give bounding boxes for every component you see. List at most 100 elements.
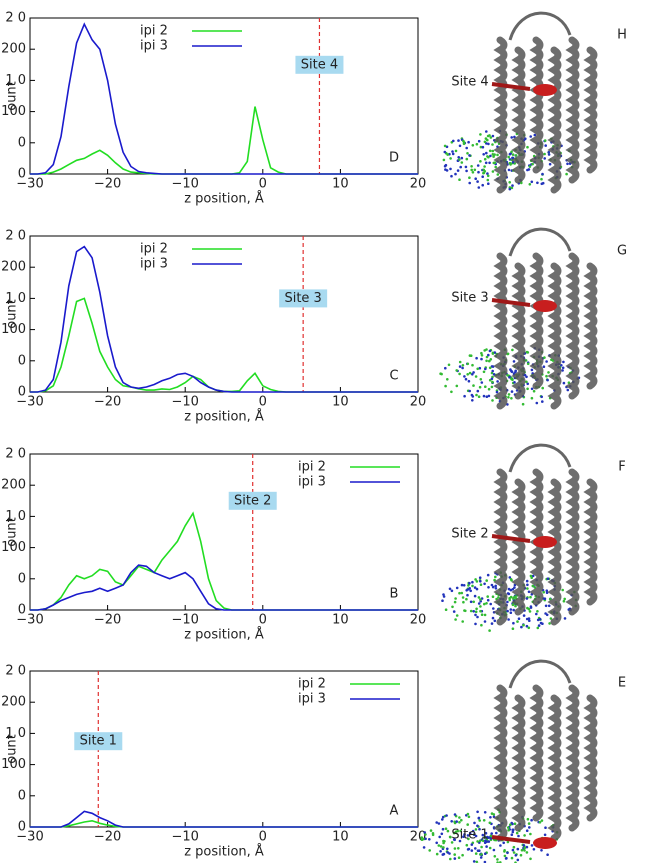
lipid-dot — [530, 819, 533, 822]
lipid-dot — [450, 820, 453, 823]
structure-panel-label: G — [617, 244, 627, 259]
lipid-dot — [541, 400, 544, 403]
lipid-dot — [494, 576, 497, 579]
lipid-dot — [467, 363, 470, 366]
lipid-dot — [566, 163, 569, 166]
lipid-dot — [476, 180, 479, 183]
y-tick-label: 0 — [18, 571, 26, 586]
legend-label: ipi 3 — [298, 692, 326, 707]
series-line — [30, 811, 418, 827]
lipid-dot — [479, 610, 482, 613]
lipid-dot — [489, 150, 492, 153]
lipid-dot — [492, 617, 495, 620]
lipid-dot — [476, 580, 479, 583]
x-tick-label: −20 — [94, 395, 121, 410]
lipid-dot — [512, 604, 515, 607]
lipid-dot — [481, 354, 484, 357]
lipid-dot — [517, 859, 520, 862]
lipid-dot — [537, 627, 540, 630]
lipid-dot — [522, 624, 525, 627]
lipid-dot — [458, 856, 461, 859]
lipid-dot — [562, 361, 565, 364]
lipid-dot — [543, 356, 546, 359]
lipid-dot — [542, 591, 545, 594]
lipid-dot — [457, 139, 460, 142]
lipid-dot — [518, 617, 521, 620]
lipid-dot — [493, 849, 496, 852]
lipid-dot — [485, 162, 488, 165]
lipid-dot — [488, 134, 491, 137]
lipid-dot — [547, 577, 550, 580]
lipid-dot — [444, 151, 447, 154]
helix — [554, 482, 558, 622]
lipid-dot — [507, 826, 510, 829]
lipid-dot — [528, 826, 531, 829]
lipid-dot — [451, 606, 454, 609]
lipid-dot — [478, 186, 481, 189]
plot-frame — [30, 18, 418, 174]
helix — [500, 40, 504, 190]
lipid-dot — [526, 851, 529, 854]
legend-label: ipi 2 — [298, 460, 326, 475]
lipid-dot — [486, 139, 489, 142]
lipid-dot — [513, 381, 516, 384]
helix — [536, 688, 540, 818]
lipid-dot — [478, 140, 481, 143]
lipid-dot — [514, 605, 517, 608]
lipid-dot — [511, 390, 514, 393]
lipid-dot — [531, 844, 534, 847]
lipid-dot — [546, 379, 549, 382]
lipid-dot — [528, 627, 531, 630]
y-tick-label: 2 0 — [5, 11, 26, 26]
lipid-dot — [541, 173, 544, 176]
lipid-dot — [442, 846, 445, 849]
y-tick-label: 2 0 — [5, 447, 26, 462]
binding-site — [533, 300, 557, 312]
lipid-dot — [563, 600, 566, 603]
lipid-dot — [475, 852, 478, 855]
lipid-dot — [496, 858, 499, 861]
lipid-dot — [512, 627, 515, 630]
lipid-dot — [482, 153, 485, 156]
lipid-dot — [511, 833, 514, 836]
lipid-dot — [468, 582, 471, 585]
lipid-dot — [512, 622, 515, 625]
lipid-dot — [488, 162, 491, 165]
lipid-dot — [497, 173, 500, 176]
lipid-dot — [463, 395, 466, 398]
lipid-dot — [489, 350, 492, 353]
lipid-dot — [477, 171, 480, 174]
lipid-dot — [496, 154, 499, 157]
lipid-dot — [531, 397, 534, 400]
lipid-dot — [449, 157, 452, 160]
lipid-dot — [539, 821, 542, 824]
structure-site-label: Site 1 — [451, 828, 488, 843]
lipid-dot — [443, 595, 446, 598]
lipid-dot — [494, 166, 497, 169]
lipid-dot — [561, 589, 564, 592]
lipid-dot — [545, 375, 548, 378]
loop — [510, 229, 570, 256]
lipid-dot — [452, 153, 455, 156]
lipid-dot — [472, 384, 475, 387]
helix — [554, 50, 558, 190]
lipid-dot — [492, 352, 495, 355]
lipid-dot — [494, 620, 497, 623]
lipid-dot — [438, 836, 441, 839]
lipid-dot — [480, 583, 483, 586]
lipid-dot — [484, 158, 487, 161]
lipid-dot — [548, 605, 551, 608]
lipid-dot — [480, 856, 483, 859]
lipid-dot — [508, 169, 511, 172]
lipid-dot — [489, 367, 492, 370]
lipid-dot — [466, 594, 469, 597]
lipid-dot — [438, 822, 441, 825]
lipid-dot — [530, 575, 533, 578]
legend-label: ipi 2 — [140, 242, 168, 257]
lipid-dot — [510, 397, 513, 400]
x-tick-label: 10 — [332, 613, 349, 628]
site-label: Site 3 — [284, 291, 321, 306]
lipid-dot — [461, 620, 464, 623]
helix — [518, 266, 522, 396]
lipid-dot — [441, 833, 444, 836]
